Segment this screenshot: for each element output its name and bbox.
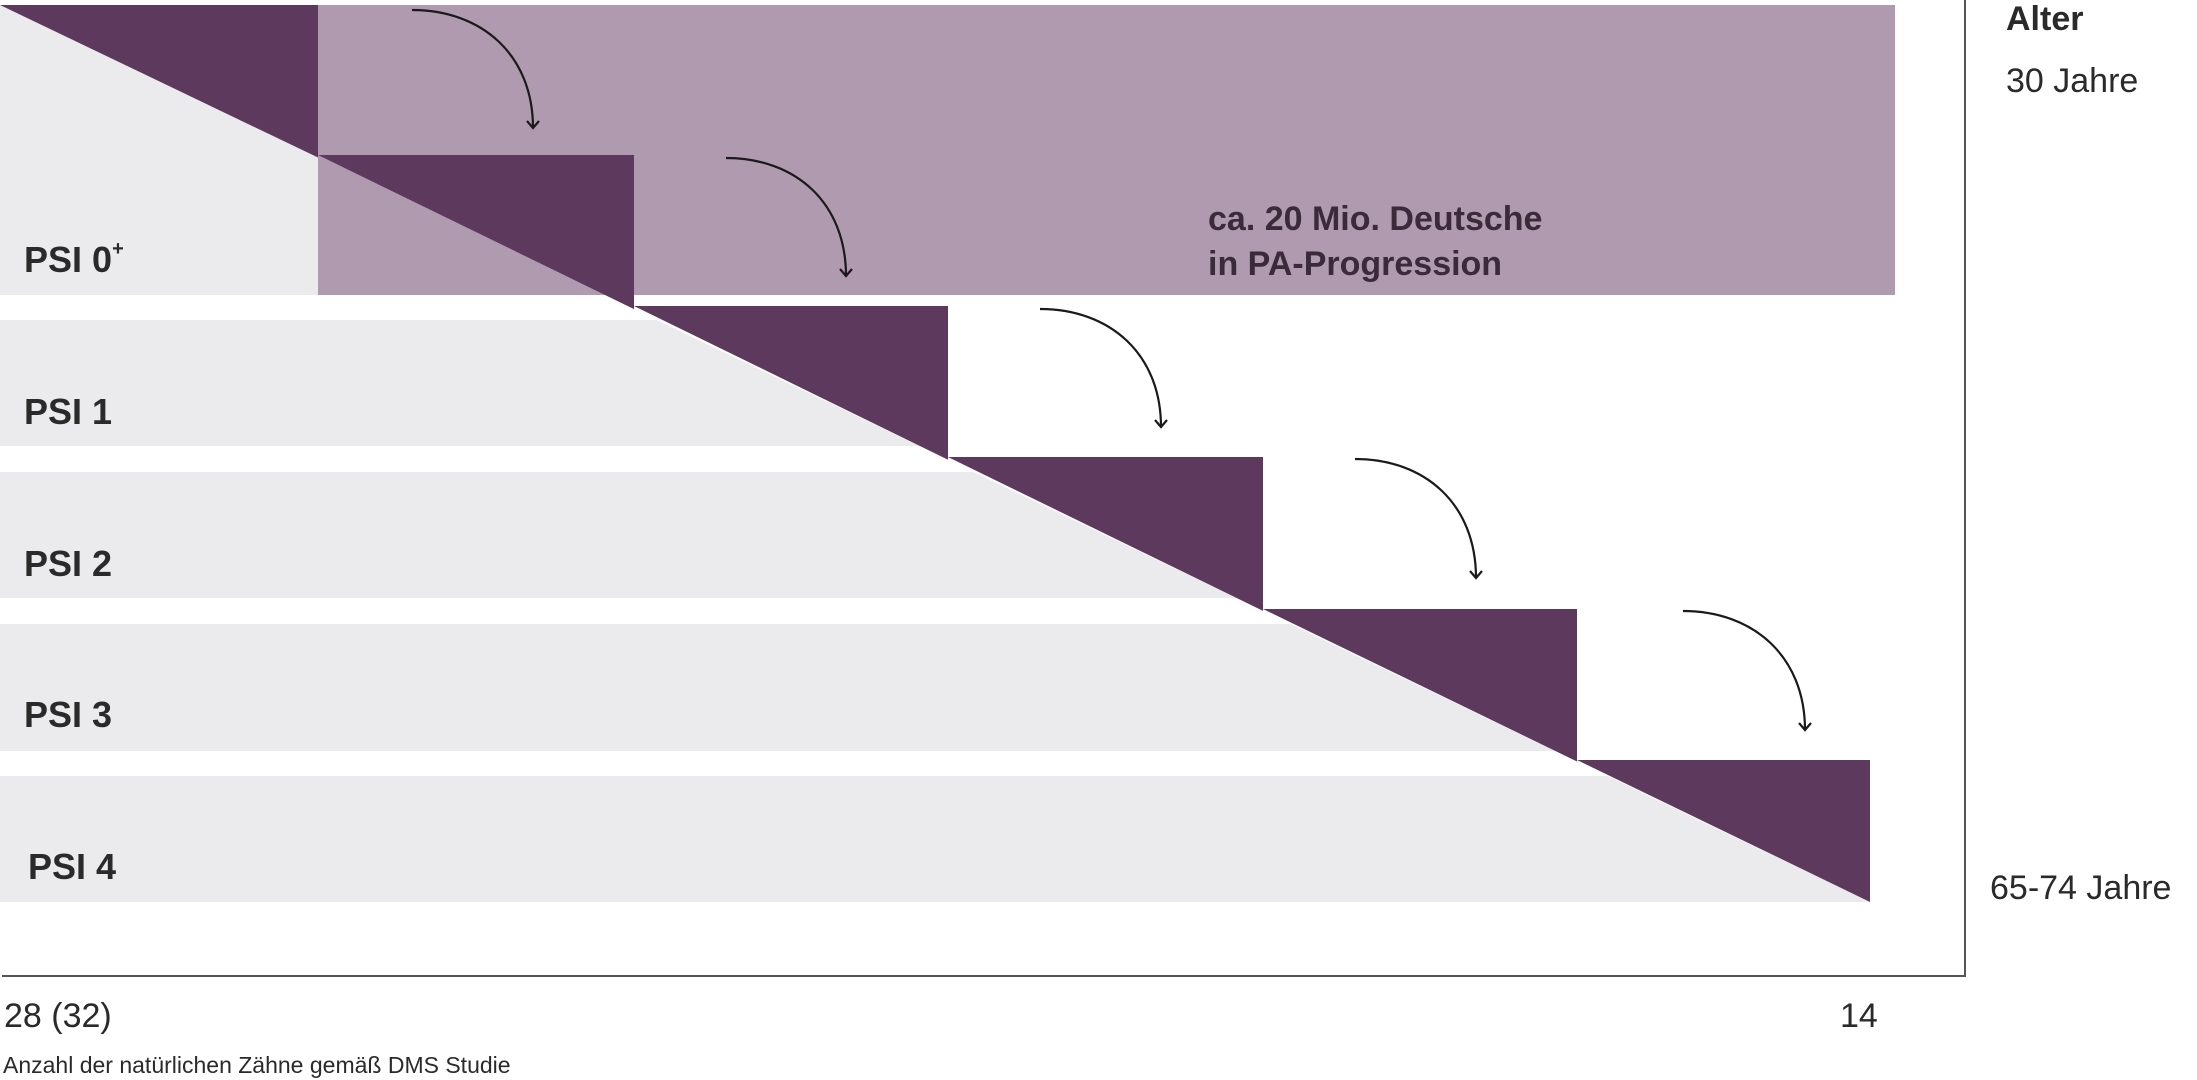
progression-steps <box>0 5 1870 902</box>
progression-arrows <box>411 8 1812 732</box>
progression-step-5 <box>1577 760 1870 902</box>
progression-step-1 <box>318 155 634 310</box>
psi-label-1: PSI 1 <box>24 391 113 432</box>
progression-arrow-3 <box>1354 457 1483 580</box>
progression-step-2 <box>634 306 948 460</box>
progression-arrow-0 <box>411 8 540 130</box>
psi-label-4: PSI 4 <box>28 846 117 887</box>
progression-arrow-1 <box>725 156 853 278</box>
age-axis-bottom-value: 65-74 Jahre <box>1990 869 2172 907</box>
psi-label-2: PSI 2 <box>24 543 113 584</box>
progression-callout: ca. 20 Mio. Deutsche in PA-Progression <box>1208 197 1542 287</box>
psi-label-3: PSI 3 <box>24 694 113 735</box>
age-axis-heading: Alter <box>2006 0 2084 38</box>
psi-band-4 <box>0 776 1870 902</box>
psi-label-0: PSI 0+ <box>24 238 124 280</box>
progression-step-4 <box>1263 609 1577 762</box>
progression-step-0 <box>0 5 318 158</box>
x-axis-title: Anzahl der natürlichen Zähne gemäß DMS S… <box>3 1052 511 1078</box>
age-axis-top-value: 30 Jahre <box>2006 62 2139 100</box>
callout-line-2: in PA-Progression <box>1208 245 1503 283</box>
x-axis-start-value: 28 (32) <box>4 997 112 1035</box>
axes <box>2 0 1966 977</box>
progression-arrow-2 <box>1039 307 1168 429</box>
progression-step-3 <box>948 457 1263 611</box>
callout-line-1: ca. 20 Mio. Deutsche <box>1208 200 1543 238</box>
x-axis-end-value: 14 <box>1840 997 1878 1035</box>
progression-arrow-4 <box>1682 609 1812 732</box>
